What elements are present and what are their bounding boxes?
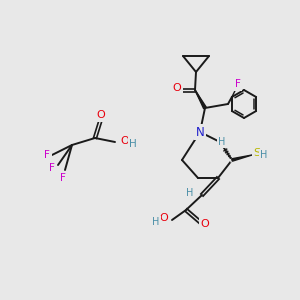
Text: S: S <box>254 148 261 158</box>
Text: N: N <box>196 125 204 139</box>
Polygon shape <box>232 155 252 161</box>
Text: H: H <box>186 188 194 198</box>
Text: O: O <box>121 136 129 146</box>
Text: H: H <box>152 217 160 227</box>
Text: H: H <box>218 137 226 147</box>
Text: H: H <box>129 139 137 149</box>
Text: H: H <box>260 150 268 160</box>
Text: F: F <box>60 173 66 183</box>
Text: F: F <box>44 150 50 160</box>
Text: H: H <box>260 150 268 160</box>
Text: S: S <box>254 148 261 158</box>
Text: O: O <box>160 213 168 223</box>
Text: F: F <box>49 163 55 173</box>
Text: F: F <box>60 173 66 183</box>
Text: O: O <box>121 136 129 146</box>
Text: F: F <box>49 163 55 173</box>
Text: H: H <box>218 137 226 147</box>
Text: O: O <box>201 219 209 229</box>
Text: N: N <box>196 125 204 139</box>
Text: O: O <box>160 213 168 223</box>
Text: O: O <box>172 83 182 93</box>
Text: O: O <box>172 83 182 93</box>
Text: O: O <box>97 110 105 120</box>
Text: H: H <box>129 139 137 149</box>
Text: O: O <box>201 219 209 229</box>
Polygon shape <box>195 90 206 109</box>
Text: F: F <box>44 150 50 160</box>
Text: H: H <box>152 217 160 227</box>
Text: H: H <box>186 188 194 198</box>
Text: F: F <box>235 79 241 89</box>
Text: F: F <box>235 79 241 89</box>
Text: O: O <box>97 110 105 120</box>
